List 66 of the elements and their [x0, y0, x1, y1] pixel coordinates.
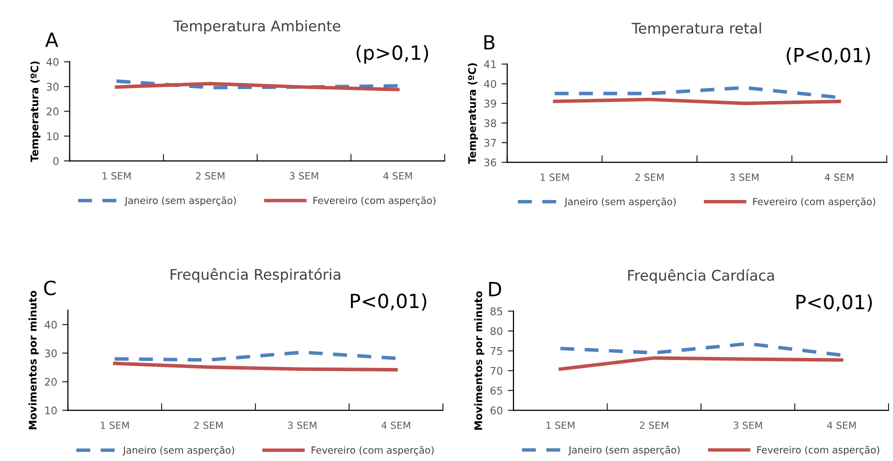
- y-tick-label: 30: [46, 82, 59, 91]
- y-tick-label: 36: [484, 158, 496, 166]
- y-axis-title: Temperatura (ºC): [468, 63, 478, 164]
- y-tick-label: 85: [490, 307, 502, 316]
- y-tick-label: 39: [484, 100, 496, 108]
- x-tick-label: 1 SEM: [100, 422, 129, 429]
- x-tick-label: 2 SEM: [194, 422, 223, 429]
- legend-label: Fevereiro (com asperção): [313, 196, 436, 206]
- annotation: (p>0,1): [356, 44, 428, 64]
- y-axis-title: Movimentos por minuto: [28, 290, 39, 430]
- y-tick-label: 40: [484, 80, 496, 88]
- x-tick-label: 1 SEM: [546, 422, 574, 429]
- x-tick-label: 4 SEM: [827, 422, 856, 429]
- chart-title: Frequência Cardíaca: [628, 268, 774, 284]
- y-tick-label: 37: [484, 138, 496, 147]
- y-tick-label: 10: [45, 406, 57, 414]
- x-tick-label: 2 SEM: [640, 422, 668, 429]
- y-tick-label: 38: [484, 119, 496, 128]
- x-tick-label: 3 SEM: [290, 172, 318, 180]
- x-tick-label: 2 SEM: [196, 172, 224, 180]
- x-tick-label: 4 SEM: [383, 172, 412, 180]
- x-tick-label: 1 SEM: [102, 172, 131, 180]
- y-tick-label: 75: [490, 347, 502, 355]
- y-tick-label: 80: [490, 327, 502, 336]
- x-tick-label: 4 SEM: [382, 422, 410, 429]
- line-series: [114, 79, 400, 90]
- y-tick-label: 70: [490, 366, 502, 375]
- text: D: [489, 282, 502, 296]
- y-axis-title: Temperatura (ºC): [30, 61, 40, 162]
- y-tick-label: 20: [44, 378, 57, 386]
- text: C: [44, 280, 56, 296]
- line-series: [558, 342, 844, 357]
- legend-label: Janeiro (sem asperção): [122, 446, 234, 456]
- legend-label: Janeiro (sem asperção): [568, 446, 680, 456]
- legend-label: Fevereiro (com asperção): [757, 446, 880, 456]
- y-tick-label: 20: [46, 108, 59, 116]
- annotation: P<0,01): [796, 294, 872, 312]
- legend-label: Fevereiro (com asperção): [753, 198, 876, 208]
- chart-title: Temperatura retal: [632, 22, 761, 37]
- y-tick-label: 10: [47, 132, 59, 140]
- y-tick-label: 60: [490, 406, 502, 414]
- x-tick-label: 4 SEM: [824, 174, 854, 181]
- line-series: [113, 350, 398, 362]
- legend-label: Janeiro (sem asperção): [124, 196, 236, 206]
- annotation: (P<0,01): [786, 47, 870, 65]
- x-tick-label: 3 SEM: [734, 422, 762, 429]
- x-tick-label: 1 SEM: [540, 174, 569, 181]
- text: A: [45, 32, 58, 47]
- y-tick-label: 65: [490, 386, 502, 395]
- chart-title: Temperatura Ambiente: [173, 20, 340, 34]
- y-tick-label: 0: [53, 157, 59, 165]
- x-tick-label: 3 SEM: [730, 174, 758, 181]
- legend-label: Janeiro (sem asperção): [564, 198, 676, 208]
- y-tick-label: 30: [44, 349, 57, 358]
- x-tick-label: 3 SEM: [288, 422, 316, 429]
- y-tick-label: 40: [44, 320, 57, 329]
- x-tick-label: 2 SEM: [635, 174, 664, 181]
- text: B: [484, 35, 494, 50]
- y-tick-label: 41: [484, 60, 496, 68]
- y-axis-title: Movimentos por minuto: [474, 291, 484, 430]
- annotation: P<0,01): [350, 293, 426, 311]
- y-tick-label: 40: [46, 58, 59, 66]
- chart-title: Frequência Respiratória: [170, 268, 340, 283]
- legend-label: Fevereiro (com asperção): [312, 446, 434, 456]
- line-series: [558, 356, 844, 371]
- line-series: [113, 362, 398, 372]
